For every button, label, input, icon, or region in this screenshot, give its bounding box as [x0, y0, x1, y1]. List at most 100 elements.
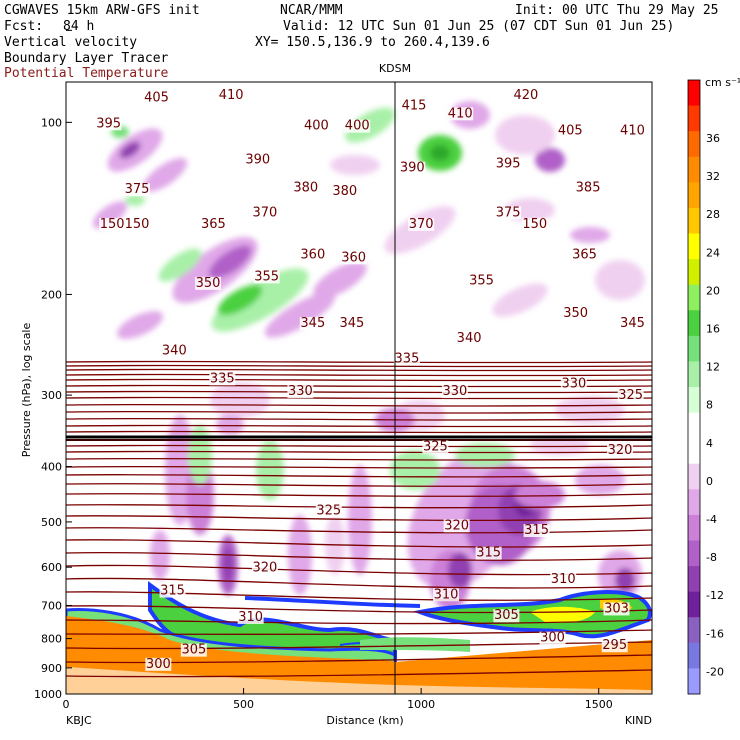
x-tick-label: 1500	[585, 698, 613, 711]
colorbar-swatch	[688, 514, 700, 541]
colorbar-swatch	[688, 207, 700, 234]
contour-label: 410	[620, 123, 645, 138]
contour-label: 325	[423, 439, 448, 454]
contour-label: 330	[561, 377, 586, 392]
y-tick-label: 700	[41, 599, 62, 612]
contour-label: 405	[558, 123, 583, 138]
contour-label-bg	[619, 124, 646, 138]
contour-label-bg	[195, 276, 222, 290]
contour-label-bg	[159, 584, 186, 598]
valid-time: Valid: 12 UTC Sun 01 Jun 25 (07 CDT Sun …	[283, 19, 675, 34]
contour-label: 370	[252, 205, 277, 220]
colorbar-tick-label: 4	[706, 437, 713, 450]
contour-label-bg	[495, 157, 522, 171]
colorbar: 36 32 28 24 20 16 12 8 4 0 -4 -8 -12 -16 -20	[687, 79, 724, 695]
colorbar-swatch	[688, 361, 700, 388]
contour-label: 300	[540, 631, 565, 646]
contour-label: 310	[238, 610, 263, 625]
contour-label-bg	[209, 372, 236, 386]
contour-label: 345	[339, 316, 364, 331]
contour-label-bg	[218, 88, 245, 102]
contour-label: 350	[563, 306, 588, 321]
contour-label-bg	[124, 183, 151, 197]
colorbar-swatch	[688, 540, 700, 567]
contour-label-bg	[143, 91, 170, 105]
contour-label-bg	[468, 274, 495, 288]
colorbar-swatch	[688, 259, 700, 286]
x-endpoint-left: KBJC	[66, 714, 92, 727]
colorbar-swatch	[688, 310, 700, 337]
colorbar-tick-label: 20	[706, 284, 720, 297]
contour-label-bg	[292, 181, 319, 195]
contour-label: 355	[254, 269, 279, 284]
colorbar-tick-label: 36	[706, 132, 720, 145]
x-tick-label: 500	[233, 698, 254, 711]
contour-label-bg	[340, 251, 367, 265]
contour-label: 360	[300, 247, 325, 262]
colorbar-swatch	[688, 412, 700, 439]
forecast-label: Fcst:	[4, 19, 44, 34]
contour-label-bg	[95, 117, 122, 131]
contour-label-bg	[244, 153, 271, 167]
contour-label: 150	[100, 217, 125, 232]
init-time: Init: 00 UTC Thu 29 May 25	[515, 3, 719, 18]
y-tick-label: 900	[41, 662, 62, 675]
contour-label-bg	[617, 389, 644, 403]
contour-label: 295	[602, 638, 627, 653]
y-axis: 100 200 300 400 500 600 700 800 900 1000	[34, 29, 72, 701]
colorbar-tick-label: 28	[706, 208, 720, 221]
colorbar-swatch	[688, 335, 700, 362]
colorbar-swatch	[688, 80, 700, 107]
contour-label: 300	[146, 657, 171, 672]
contour-label: 315	[524, 523, 549, 538]
contour-label: 330	[288, 384, 313, 399]
contour-label: 345	[300, 316, 325, 331]
colorbar-swatch	[688, 156, 700, 183]
model-title: CGWAVES 15km ARW-GFS init	[4, 3, 200, 18]
contour-label: 405	[144, 91, 169, 106]
vertical-velocity-shading: 395 405 410 400 400 415 410 420 405 410 375 390 380 3…	[66, 88, 652, 694]
contour-label: 380	[293, 180, 318, 195]
contour-label-bg	[401, 99, 428, 113]
colorbar-frame	[687, 79, 701, 695]
contour-label: 310	[434, 587, 459, 602]
colorbar-tick-label: 0	[706, 475, 713, 488]
contour-label-bg	[523, 524, 550, 538]
contour-label-bg	[303, 119, 330, 133]
colorbar-tick-label: -8	[706, 551, 717, 564]
contour-label-bg	[338, 316, 365, 330]
contour-label-bg	[475, 546, 502, 560]
x-axis-label: Distance (km)	[326, 714, 403, 727]
colorbar-swatch	[688, 233, 700, 260]
contour-label: 320	[444, 518, 469, 533]
contour-label-bg	[495, 206, 522, 220]
contour-label-bg	[456, 331, 483, 345]
contour-label: 370	[409, 217, 434, 232]
y-tick-label: 100	[41, 116, 62, 129]
contour-label: 350	[196, 276, 221, 291]
field-vertical-velocity: Vertical velocity	[4, 35, 138, 50]
contour-label: 355	[469, 273, 494, 288]
contour-label-bg	[237, 610, 264, 624]
contour-label-bg	[571, 248, 598, 262]
contour-label: 340	[162, 344, 187, 359]
contour-label-bg	[251, 561, 278, 575]
colorbar-tick-label: 12	[706, 361, 720, 374]
field-potential-temperature: Potential Temperature	[4, 66, 169, 81]
contour-label: 340	[457, 331, 482, 346]
contour-label-bg	[550, 573, 577, 587]
colorbar-swatch	[688, 617, 700, 644]
contour-label: 330	[442, 384, 467, 399]
contour-label-bg	[99, 217, 126, 231]
y-tick-label: 1000	[34, 688, 62, 701]
colorbar-tick-label: -16	[706, 627, 724, 640]
contour-label-bg	[521, 217, 548, 231]
contour-label-bg	[447, 107, 474, 121]
contour-label: 150	[125, 217, 150, 232]
contour-label: 390	[245, 152, 270, 167]
contour-label-bg	[393, 352, 420, 366]
cross-section-xy: XY= 150.5,136.9 to 260.4,139.6	[255, 35, 490, 50]
contour-label: 320	[608, 443, 633, 458]
colorbar-swatch	[688, 284, 700, 311]
